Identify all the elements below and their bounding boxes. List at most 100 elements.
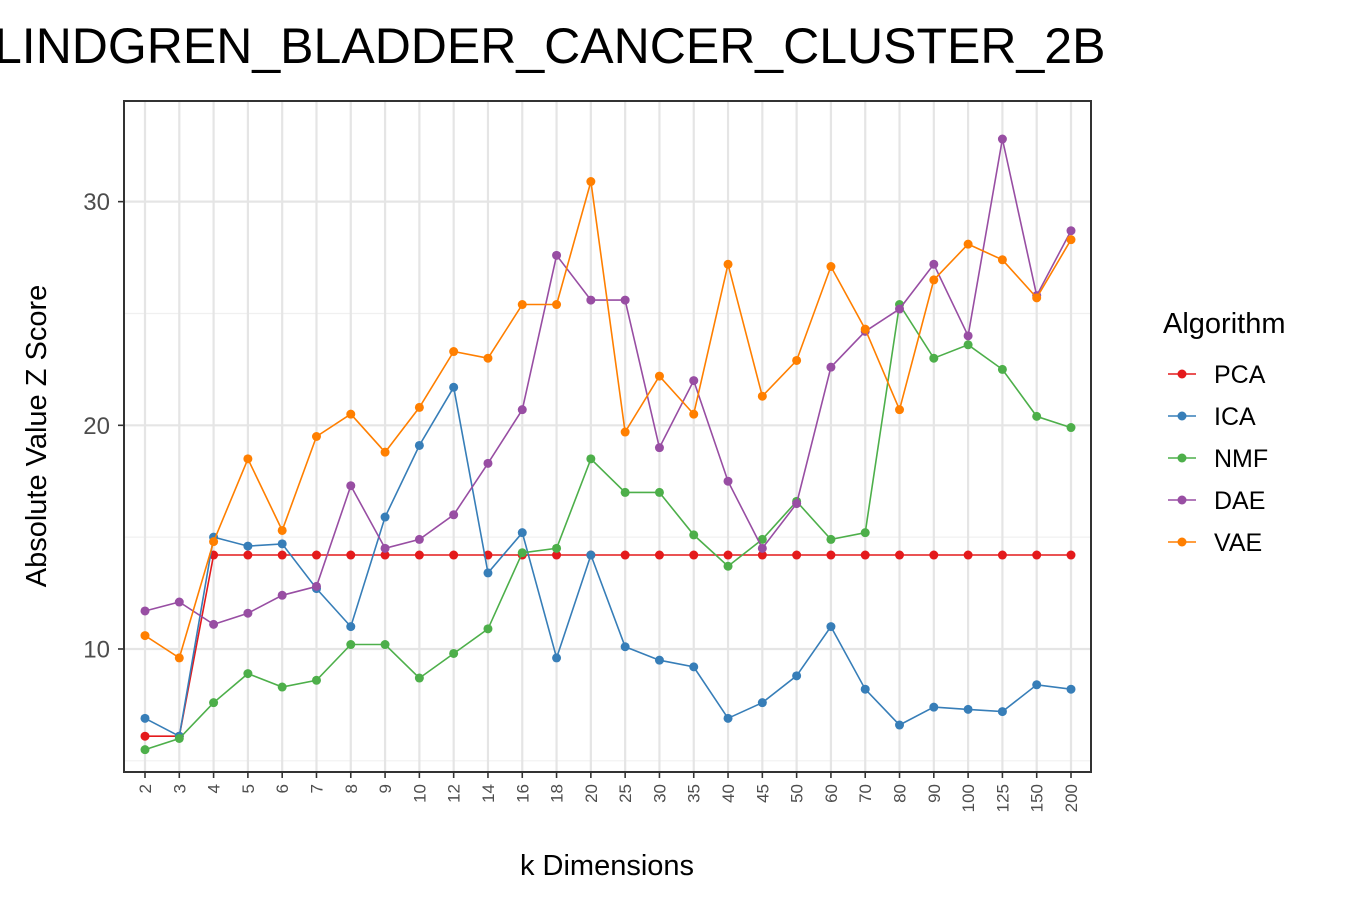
data-point-vae [174,653,184,663]
data-point-dae [277,590,287,600]
x-tick-label: 40 [719,784,738,803]
data-point-pca [277,550,287,560]
data-point-ica [997,707,1007,717]
x-tick-label: 18 [548,784,567,803]
data-point-ica [449,382,459,392]
x-tick-label: 6 [273,784,292,793]
chart-title: LINDGREN_BLADDER_CANCER_CLUSTER_2B [0,18,1105,74]
data-point-vae [277,525,287,535]
legend: Algorithm PCA ICA NMF DAE VAE [1163,308,1286,557]
legend-label: ICA [1214,403,1256,431]
data-point-vae [1066,235,1076,245]
data-point-vae [414,402,424,412]
data-point-vae [860,324,870,334]
data-point-pca [1032,550,1042,560]
x-tick-label: 7 [307,784,326,793]
data-point-ica [654,655,664,665]
data-point-vae [1032,293,1042,303]
data-point-nmf [311,675,321,685]
legend-label: PCA [1214,361,1266,389]
data-point-pca [380,550,390,560]
data-point-pca [757,550,767,560]
x-tick-label: 100 [959,784,978,812]
data-point-ica [140,713,150,723]
data-point-pca [346,550,356,560]
data-point-nmf [689,530,699,540]
data-point-pca [895,550,905,560]
data-point-dae [346,481,356,491]
y-axis-title: Absolute Value Z Score [21,285,53,588]
x-tick-label: 60 [822,784,841,803]
data-point-pca [243,550,253,560]
x-tick-label: 25 [616,784,635,803]
data-point-vae [723,259,733,269]
data-point-vae [140,631,150,641]
data-point-pca [552,550,562,560]
data-point-vae [997,255,1007,265]
data-point-nmf [929,353,939,363]
legend-item-nmf: NMF [1168,445,1268,473]
data-point-nmf [552,543,562,553]
data-point-vae [757,391,767,401]
data-point-nmf [517,548,527,558]
data-point-dae [826,362,836,372]
x-tick-label: 5 [239,784,258,793]
data-point-vae [243,454,253,464]
data-point-nmf [757,534,767,544]
data-point-dae [620,295,630,305]
data-point-dae [414,534,424,544]
data-point-dae [586,295,596,305]
data-point-pca [723,550,733,560]
series-line-vae [144,181,1072,660]
data-point-ica [483,568,493,578]
data-point-nmf [1032,411,1042,421]
data-point-vae [929,275,939,285]
data-point-ica [689,662,699,672]
data-point-vae [620,427,630,437]
data-point-ica [1066,684,1076,694]
data-point-dae [449,510,459,520]
data-point-nmf [654,487,664,497]
data-point-nmf [723,561,733,571]
x-tick-label: 90 [925,784,944,803]
x-tick-label: 14 [479,784,498,803]
data-point-vae [895,405,905,415]
data-point-vae [552,300,562,310]
data-point-ica [895,720,905,730]
legend-item-ica: ICA [1168,403,1256,431]
data-point-vae [826,262,836,272]
data-point-pca [311,550,321,560]
data-point-ica [723,713,733,723]
legend-label: NMF [1214,445,1268,473]
legend-key-point [1177,411,1187,421]
data-point-vae [380,447,390,457]
data-point-nmf [483,624,493,634]
data-point-dae [174,597,184,607]
legend-key-point [1177,495,1187,505]
panel-background [124,101,1091,772]
x-tick-label: 200 [1062,784,1081,812]
data-point-vae [449,347,459,357]
x-tick-label: 150 [1028,784,1047,812]
x-tick-labels: 2 3 4 5 6 7 8 9 10 12 14 16 18 20 25 30 35 40 45 50 60 70 80 90… [136,784,1081,812]
data-point-nmf [140,745,150,755]
x-tick-label: 35 [685,784,704,803]
x-tick-label: 12 [445,784,464,803]
data-point-pca [1066,550,1076,560]
data-point-ica [346,622,356,632]
data-point-nmf [346,640,356,650]
legend-title: Algorithm [1163,308,1286,340]
data-point-ica [414,440,424,450]
data-point-dae [140,606,150,616]
plot-panel [118,100,1092,778]
series-line-nmf [144,302,1072,751]
legend-item-vae: VAE [1168,529,1262,557]
x-tick-label: 9 [376,784,395,793]
x-tick-label: 125 [993,784,1012,812]
data-point-nmf [243,669,253,679]
data-point-ica [620,642,630,652]
data-point-vae [963,239,973,249]
legend-key-point [1177,369,1187,379]
legend-label: VAE [1214,529,1262,557]
data-point-pca [140,731,150,741]
